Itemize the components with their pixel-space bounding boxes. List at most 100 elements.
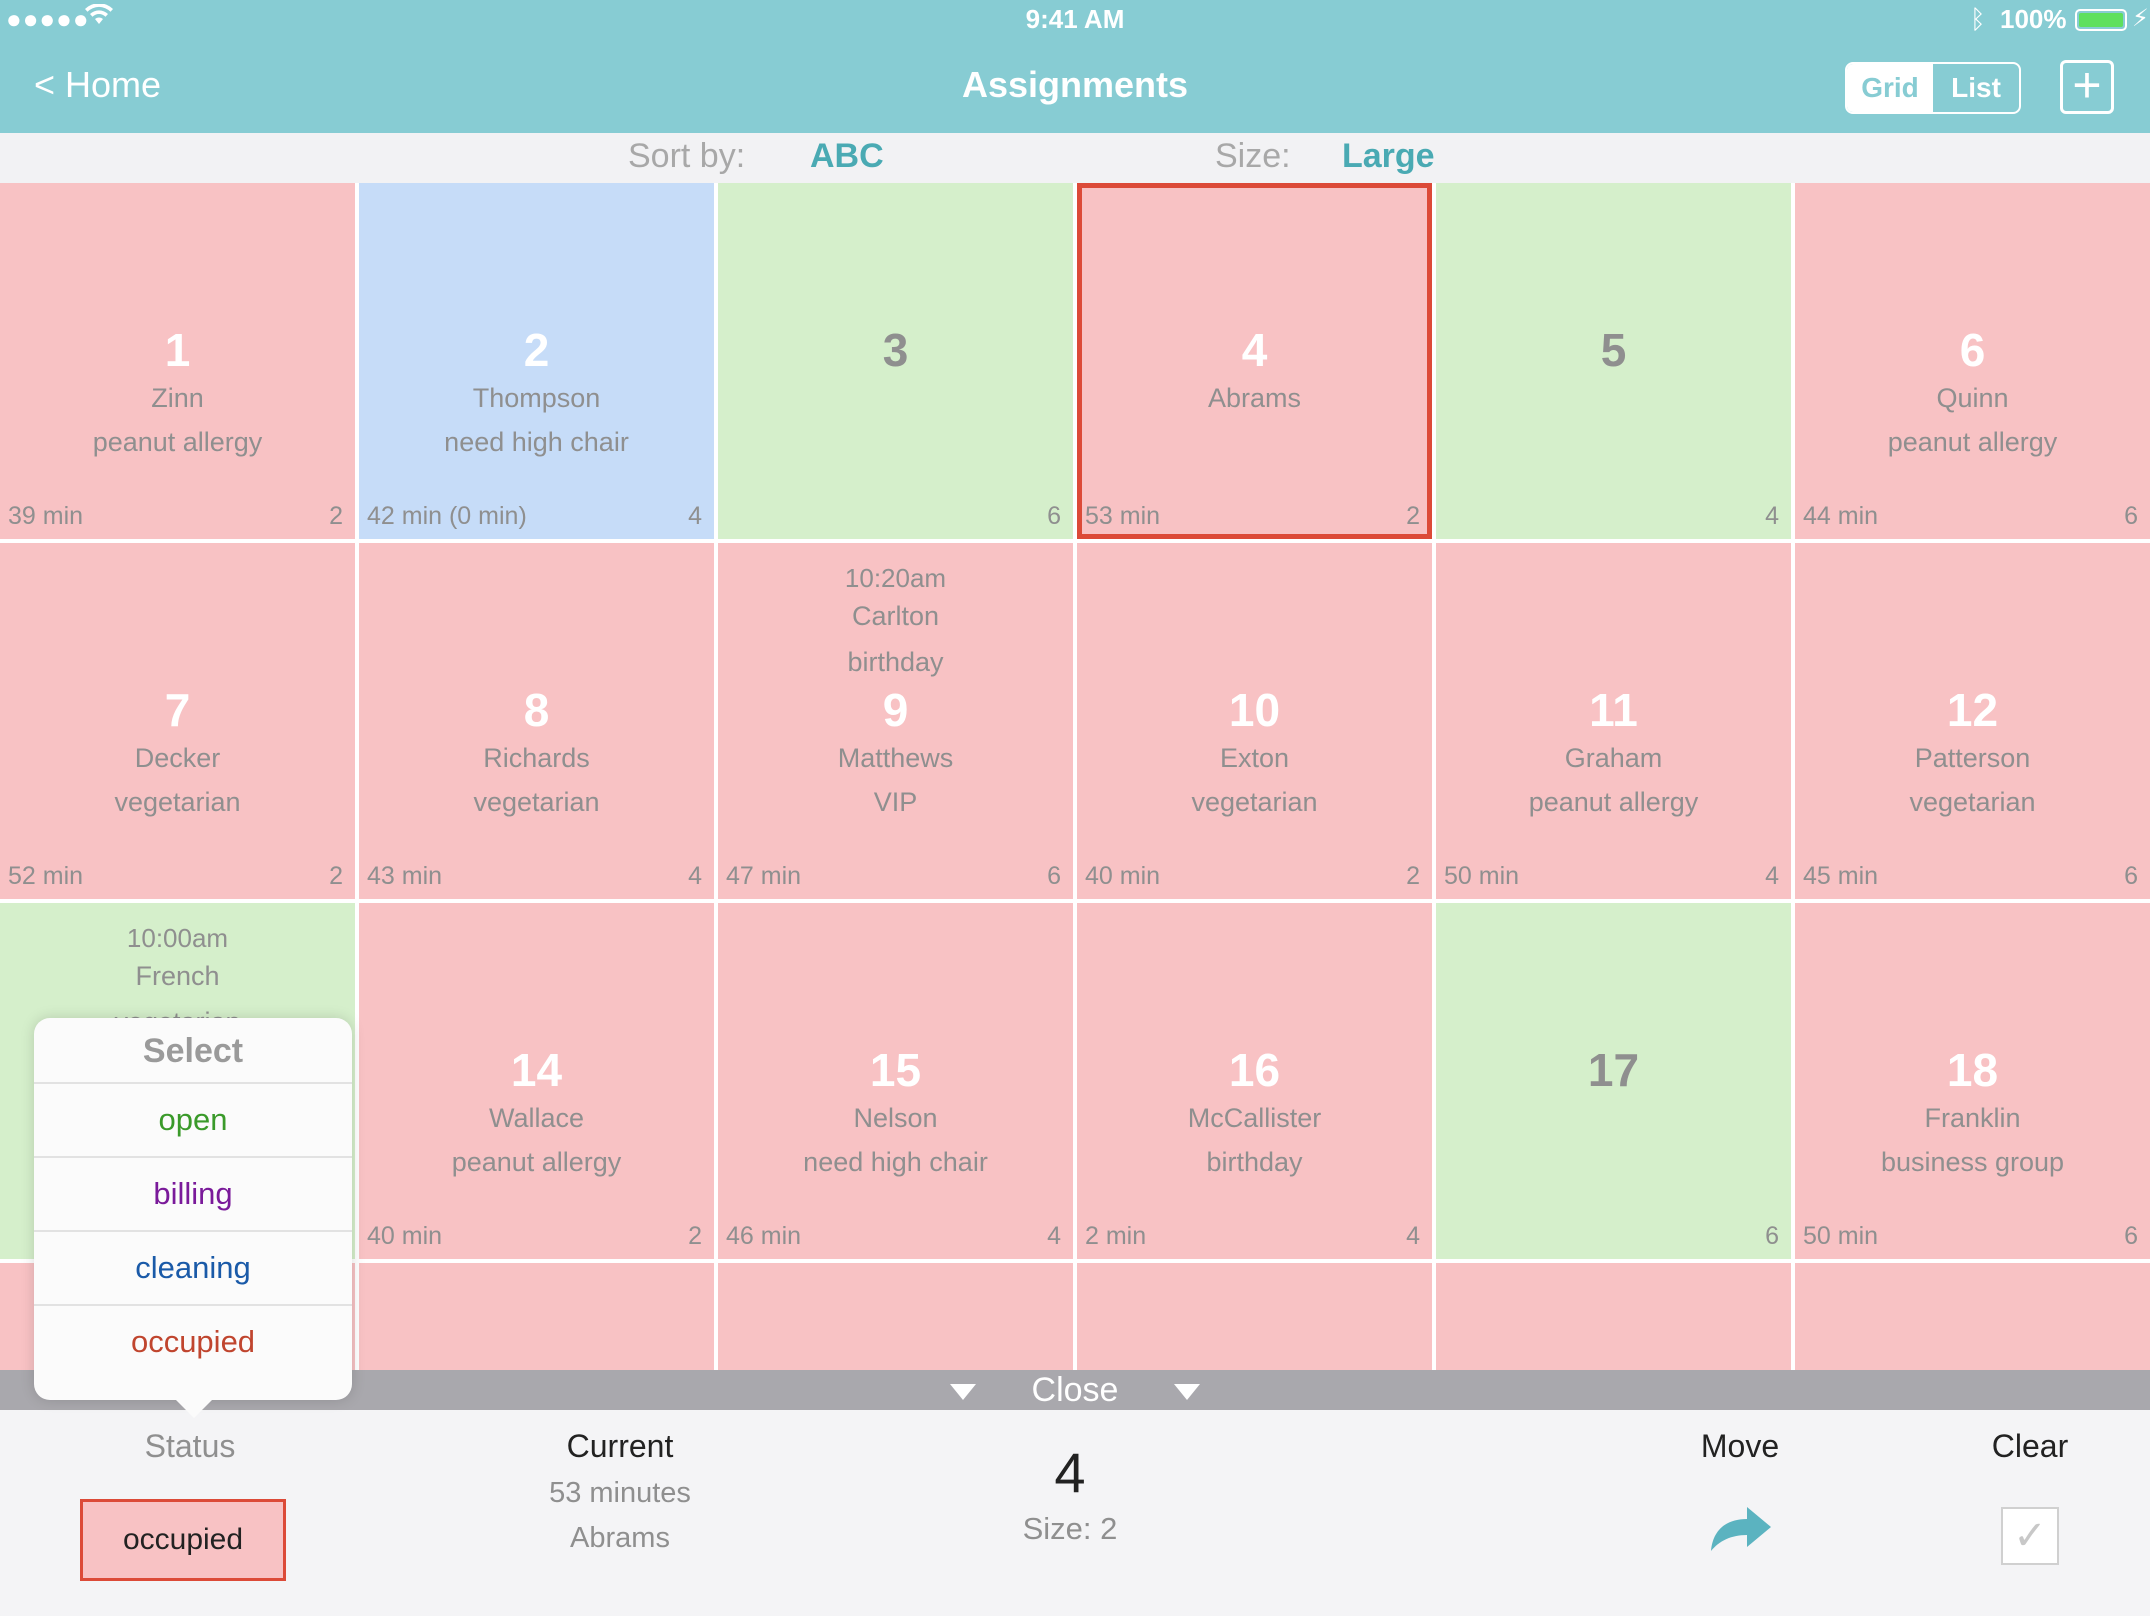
table-size: 4	[688, 502, 702, 530]
table-cell-partial[interactable]	[718, 1263, 1073, 1371]
status-option-billing[interactable]: billing	[34, 1158, 352, 1232]
table-cell-18[interactable]: 18 Franklin business group 50 min 6	[1795, 903, 2150, 1259]
table-cell-1[interactable]: 1 Zinn peanut allergy 39 min 2	[0, 183, 355, 539]
clear-heading: Clear	[1991, 1428, 2069, 1464]
party-name: Thompson	[472, 383, 601, 413]
wifi-icon	[84, 2, 114, 33]
current-duration: 53 minutes	[549, 1477, 691, 1509]
reservation-name: French	[135, 961, 220, 991]
table-number: 6	[1959, 324, 1986, 376]
move-arrow-icon[interactable]	[1705, 1501, 1775, 1557]
table-number: 4	[1241, 324, 1268, 376]
detail-panel: Status occupied Current 53 minutes Abram…	[0, 1410, 2150, 1616]
back-button[interactable]: < Home	[34, 64, 162, 105]
seated-duration: 43 min	[367, 862, 443, 890]
reservation-time: 10:00am	[126, 923, 229, 953]
sort-value[interactable]: ABC	[810, 137, 884, 175]
party-name: Matthews	[837, 743, 954, 773]
table-cell-8[interactable]: 8 Richards vegetarian 43 min 4	[359, 543, 714, 899]
party-note: birthday	[1206, 1147, 1303, 1177]
grid-view-button[interactable]: Grid	[1847, 64, 1933, 112]
table-number: 2	[523, 324, 550, 376]
party-name: Richards	[483, 743, 590, 773]
table-size: 4	[688, 862, 702, 890]
party-note: peanut allergy	[92, 427, 263, 457]
status-popover: Select open billing cleaning occupied	[34, 1018, 352, 1418]
table-size: 6	[1047, 502, 1061, 530]
clear-checkbox[interactable]: ✓	[2001, 1507, 2059, 1565]
seated-duration: 45 min	[1803, 862, 1879, 890]
table-number: 10	[1228, 684, 1281, 736]
table-number: 8	[523, 684, 550, 736]
party-note: need high chair	[444, 427, 629, 457]
table-cell-4[interactable]: 4 Abrams 53 min 2	[1077, 183, 1432, 539]
seated-duration: 2 min	[1085, 1222, 1147, 1250]
table-cell-17[interactable]: 17 6	[1436, 903, 1791, 1259]
list-view-button[interactable]: List	[1951, 72, 2001, 103]
status-option-open[interactable]: open	[34, 1084, 352, 1158]
table-cell-16[interactable]: 16 McCallister birthday 2 min 4	[1077, 903, 1432, 1259]
table-cell-partial[interactable]	[359, 1263, 714, 1371]
table-cell-10[interactable]: 10 Exton vegetarian 40 min 2	[1077, 543, 1432, 899]
sort-bar: Sort by: ABC Size: Large	[0, 133, 2150, 183]
table-cell-partial[interactable]	[1795, 1263, 2150, 1371]
table-cell-7[interactable]: 7 Decker vegetarian 52 min 2	[0, 543, 355, 899]
add-button[interactable]: +	[2060, 60, 2114, 114]
table-number: 15	[869, 1044, 922, 1096]
status-option-cleaning[interactable]: cleaning	[34, 1232, 352, 1306]
table-number: 17	[1587, 1044, 1640, 1096]
close-bar[interactable]: Close	[0, 1370, 2150, 1410]
page-title: Assignments	[961, 64, 1189, 105]
seated-duration: 52 min	[8, 862, 84, 890]
table-cell-partial[interactable]	[1077, 1263, 1432, 1371]
view-toggle[interactable]: Grid List	[1845, 62, 2021, 114]
table-size: 4	[1765, 502, 1779, 530]
table-number: 7	[164, 684, 191, 736]
sort-label: Sort by:	[628, 137, 746, 175]
party-name: Exton	[1219, 743, 1290, 773]
charging-icon: ⚡	[2132, 5, 2149, 32]
battery-fill	[2079, 13, 2123, 27]
reservation-name: Carlton	[851, 601, 940, 631]
party-name: Wallace	[488, 1103, 585, 1133]
signal-strength: ●●●●●	[6, 4, 90, 34]
party-name: Zinn	[151, 383, 204, 413]
table-cell-14[interactable]: 14 Wallace peanut allergy 40 min 2	[359, 903, 714, 1259]
table-cell-partial[interactable]	[1436, 1263, 1791, 1371]
bluetooth-icon: ᛒ	[1970, 4, 1986, 34]
table-cell-6[interactable]: 6 Quinn peanut allergy 44 min 6	[1795, 183, 2150, 539]
checkmark-icon: ✓	[2013, 1514, 2047, 1558]
clock: 9:41 AM	[1025, 4, 1125, 34]
table-size: 6	[2124, 502, 2138, 530]
table-cell-2[interactable]: 2 Thompson need high chair 42 min (0 min) 4	[359, 183, 714, 539]
popover-options: open billing cleaning occupied	[34, 1084, 352, 1380]
table-cell-12[interactable]: 12 Patterson vegetarian 45 min 6	[1795, 543, 2150, 899]
popover-title: Select	[34, 1018, 352, 1084]
table-number: 3	[882, 324, 909, 376]
status-option-occupied[interactable]: occupied	[130, 1324, 256, 1359]
table-number: 5	[1600, 324, 1627, 376]
table-cell-9[interactable]: 10:20am Carlton birthday 9 Matthews VIP 47 min…	[718, 543, 1073, 899]
status-button[interactable]: occupied	[80, 1499, 286, 1581]
party-name: Patterson	[1914, 743, 2031, 773]
table-cell-11[interactable]: 11 Graham peanut allergy 50 min 4	[1436, 543, 1791, 899]
reservation-time: 10:20am	[844, 563, 947, 593]
table-section: 4 Size: 2	[960, 1440, 1180, 1547]
table-size: 2	[1406, 862, 1420, 890]
table-size: 2	[329, 862, 343, 890]
selected-table-number: 4	[1054, 1441, 1086, 1504]
size-value[interactable]: Large	[1342, 137, 1435, 175]
table-size: 4	[1765, 862, 1779, 890]
party-name: Graham	[1564, 743, 1663, 773]
seated-duration: 50 min	[1444, 862, 1520, 890]
table-number: 9	[882, 684, 909, 736]
seated-duration: 53 min	[1085, 502, 1161, 530]
table-cell-15[interactable]: 15 Nelson need high chair 46 min 4	[718, 903, 1073, 1259]
current-party-name: Abrams	[570, 1522, 670, 1554]
table-number: 1	[164, 324, 191, 376]
table-number: 16	[1228, 1044, 1281, 1096]
party-name: Decker	[134, 743, 221, 773]
party-note: vegetarian	[473, 787, 600, 817]
